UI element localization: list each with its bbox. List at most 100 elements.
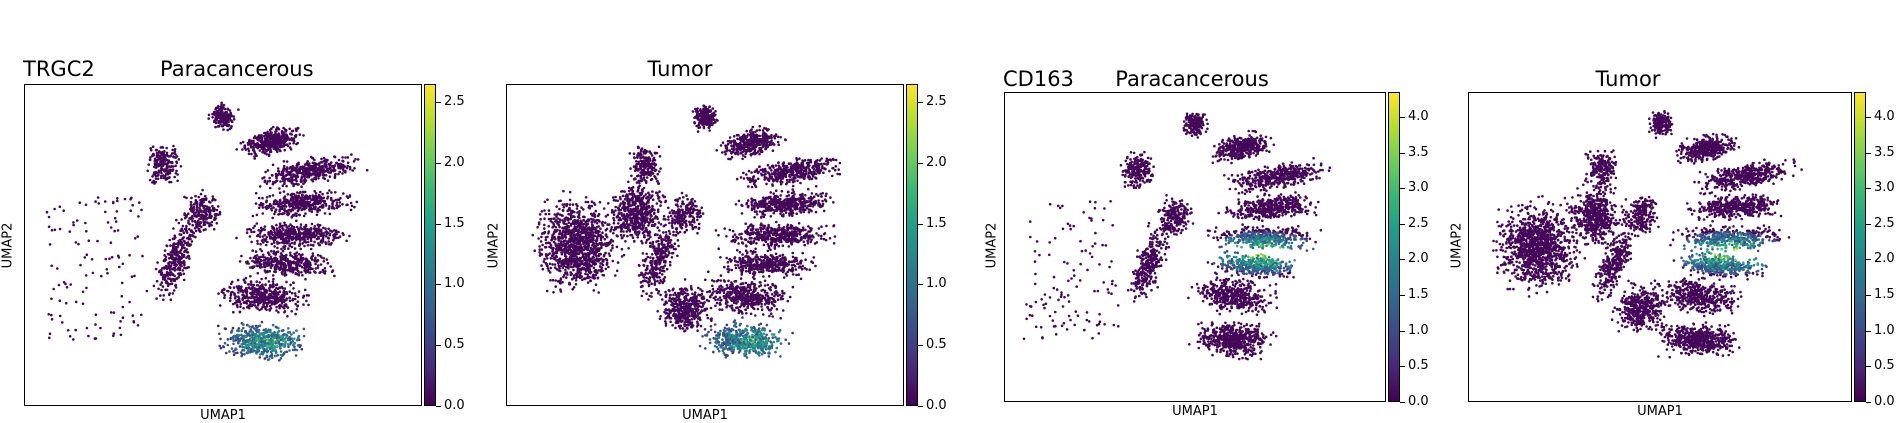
cell-point <box>304 170 307 173</box>
cell-point <box>227 344 230 347</box>
cell-point <box>340 166 343 169</box>
cell-point <box>809 177 812 180</box>
cell-point <box>348 235 351 238</box>
cell-point <box>191 234 194 237</box>
cell-point <box>248 153 251 156</box>
cell-point <box>237 338 240 341</box>
cell-point <box>196 204 199 207</box>
cell-point <box>345 204 348 207</box>
cell-point <box>272 194 275 197</box>
cell-point <box>172 238 175 241</box>
cell-point <box>223 296 226 299</box>
cell-point <box>208 114 211 117</box>
cell-point <box>62 209 65 212</box>
cell-point <box>282 131 285 134</box>
cell-point <box>202 201 205 204</box>
cell-point <box>297 300 300 303</box>
cell-point <box>152 145 155 148</box>
cell-point <box>262 228 265 231</box>
cell-point <box>745 173 748 176</box>
cell-point <box>353 206 356 209</box>
cell-point <box>161 267 164 270</box>
cell-point <box>714 110 717 113</box>
cell-point <box>247 283 250 286</box>
cell-point <box>779 136 782 139</box>
cell-point <box>297 263 300 266</box>
cell-point <box>715 149 718 152</box>
cell-point <box>298 253 301 256</box>
cell-point <box>294 268 297 271</box>
cell-point <box>273 245 276 248</box>
cell-point <box>329 265 332 268</box>
cell-point <box>212 198 215 201</box>
cell-point <box>734 153 737 156</box>
cell-point <box>297 183 300 186</box>
cell-point <box>250 280 253 283</box>
cell-point <box>292 282 295 285</box>
cell-point <box>339 201 342 204</box>
cell-point <box>353 160 356 163</box>
cell-point <box>97 196 100 199</box>
cell-point <box>350 153 353 156</box>
cell-point <box>300 198 303 201</box>
cell-point <box>778 176 781 179</box>
cell-point <box>739 143 742 146</box>
cell-point <box>790 169 793 172</box>
cell-point <box>269 237 272 240</box>
cell-point <box>97 202 100 205</box>
cell-point <box>273 146 276 149</box>
cell-point <box>255 306 258 309</box>
cell-point <box>308 162 311 165</box>
cell-point <box>164 154 167 157</box>
cell-point <box>762 145 765 148</box>
cell-point <box>839 173 842 176</box>
cell-point <box>162 294 165 297</box>
cell-point <box>285 238 288 241</box>
cell-point <box>284 195 287 198</box>
cell-point <box>157 178 160 181</box>
cell-point <box>298 228 301 231</box>
cell-point <box>173 275 176 278</box>
cell-point <box>304 212 307 215</box>
cell-point <box>233 118 236 121</box>
cell-point <box>302 173 305 176</box>
cell-point <box>283 160 286 163</box>
cell-point <box>768 174 771 177</box>
cell-point <box>280 297 283 300</box>
cell-point <box>106 268 109 271</box>
cell-point <box>278 307 281 310</box>
cell-point <box>770 141 773 144</box>
cell-point <box>201 189 204 192</box>
cell-point <box>215 213 218 216</box>
cell-point <box>265 236 268 239</box>
cell-point <box>313 171 316 174</box>
cell-point <box>292 349 295 352</box>
cell-point <box>330 242 333 245</box>
cell-point <box>53 208 56 211</box>
cell-point <box>286 160 289 163</box>
cell-point <box>174 150 177 153</box>
cell-point <box>285 260 288 263</box>
cell-point <box>297 344 300 347</box>
cell-point <box>334 173 337 176</box>
cell-point <box>179 269 182 272</box>
cell-point <box>227 121 230 124</box>
cell-point <box>300 181 303 184</box>
cell-point <box>283 165 286 168</box>
cell-point <box>218 345 221 348</box>
cell-point <box>329 213 332 216</box>
cell-point <box>255 137 258 140</box>
cell-point <box>193 212 196 215</box>
cell-point <box>265 153 268 156</box>
cell-point <box>218 333 221 336</box>
cell-point <box>49 333 52 336</box>
cell-point <box>278 140 281 143</box>
cell-point <box>294 303 297 306</box>
cell-point <box>258 297 261 300</box>
cell-point <box>182 269 185 272</box>
cell-point <box>162 274 165 277</box>
cell-point <box>172 168 175 171</box>
cell-point <box>208 216 211 219</box>
cell-point <box>294 298 297 301</box>
cell-point <box>188 257 191 260</box>
